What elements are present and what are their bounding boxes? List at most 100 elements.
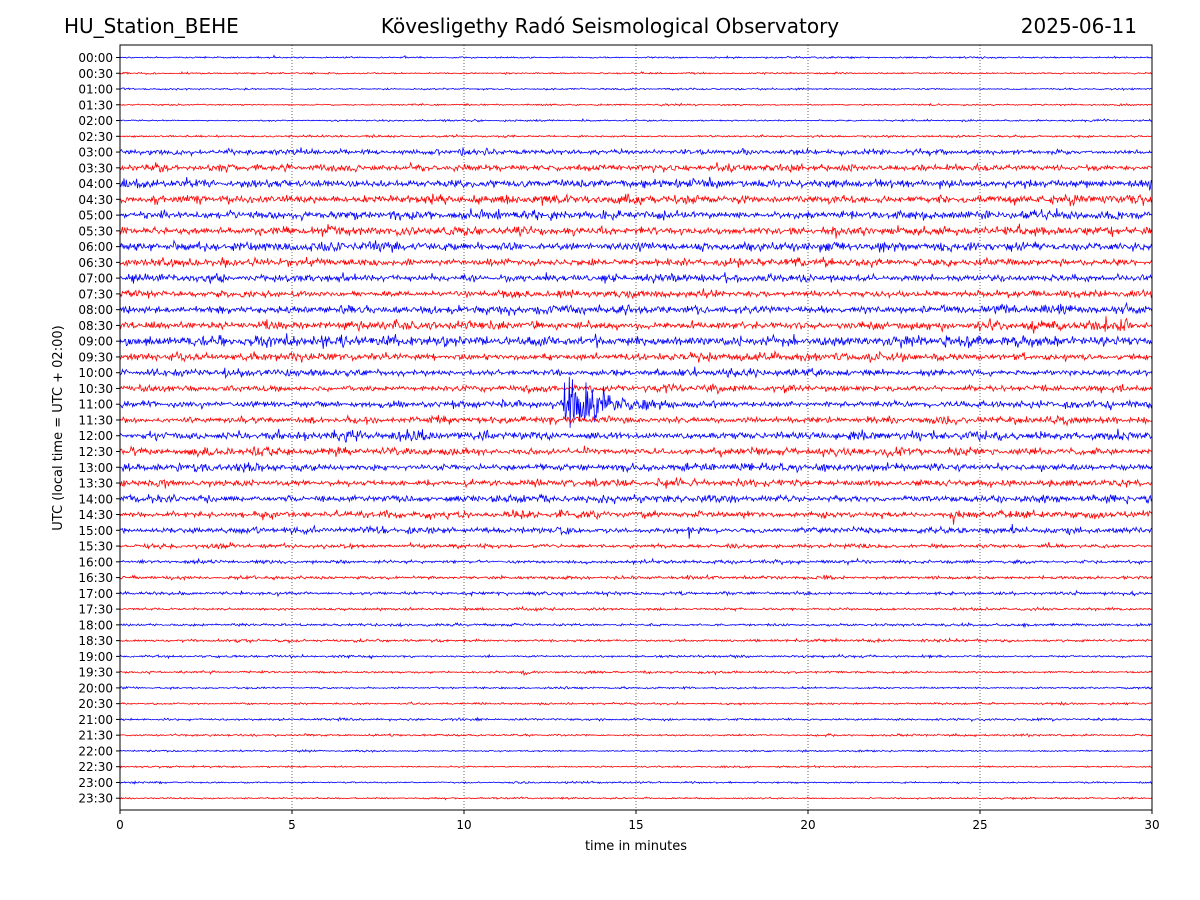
x-tick-label: 0	[116, 818, 124, 832]
y-tick-label: 07:30	[78, 287, 113, 301]
y-tick-label: 14:30	[78, 508, 113, 522]
y-tick-label: 18:00	[78, 618, 113, 632]
y-tick-label: 21:00	[78, 713, 113, 727]
trace-1130	[119, 414, 1153, 427]
y-tick-label: 03:00	[78, 146, 113, 160]
x-tick-label: 15	[628, 818, 643, 832]
trace-2130	[119, 732, 1153, 738]
y-tick-label: 19:30	[78, 666, 113, 680]
y-tick-label: 08:00	[78, 303, 113, 317]
trace-0830	[119, 316, 1153, 334]
trace-2230	[119, 764, 1153, 769]
seismic-traces	[119, 54, 1153, 801]
y-tick-label: 07:00	[78, 272, 113, 286]
y-tick-label: 01:00	[78, 83, 113, 97]
trace-1000	[119, 366, 1153, 380]
y-tick-label: 13:00	[78, 461, 113, 475]
trace-0130	[119, 102, 1153, 107]
trace-2200	[119, 748, 1153, 753]
y-tick-label: 08:30	[78, 319, 113, 333]
y-tick-label: 17:30	[78, 603, 113, 617]
trace-0800	[119, 301, 1153, 317]
y-tick-label: 02:00	[78, 114, 113, 128]
y-tick-label: 15:30	[78, 540, 113, 554]
trace-1100	[120, 376, 1153, 428]
y-tick-label: 16:00	[78, 555, 113, 569]
trace-1630	[119, 573, 1153, 582]
trace-1600	[119, 557, 1153, 567]
y-tick-label: 16:30	[78, 571, 113, 585]
trace-0430	[119, 193, 1153, 207]
observatory-title: Kövesligethy Radó Seismological Observat…	[380, 14, 840, 38]
trace-0900	[119, 333, 1153, 349]
trace-0000	[119, 54, 1153, 60]
y-tick-label: 19:00	[78, 650, 113, 664]
trace-0200	[119, 118, 1153, 123]
x-tick-label: 20	[800, 818, 815, 832]
y-tick-label: 00:30	[78, 67, 113, 81]
y-tick-label: 05:30	[78, 224, 113, 238]
trace-0300	[119, 146, 1153, 158]
x-tick-label: 10	[456, 818, 471, 832]
y-tick-label: 20:00	[78, 681, 113, 695]
y-tick-label: 04:00	[78, 177, 113, 191]
y-tick-label: 11:30	[78, 413, 113, 427]
trace-0500	[119, 208, 1153, 222]
trace-1230	[119, 445, 1153, 459]
y-tick-label: 09:30	[78, 350, 113, 364]
trace-1330	[119, 477, 1153, 489]
y-tick-label: 14:00	[78, 492, 113, 506]
trace-0700	[119, 272, 1153, 285]
trace-1930	[119, 669, 1153, 677]
trace-1200	[119, 428, 1153, 443]
x-tick-label: 25	[972, 818, 987, 832]
y-tick-label: 09:00	[78, 335, 113, 349]
trace-1400	[119, 493, 1153, 505]
trace-2330	[119, 796, 1153, 801]
y-tick-label: 20:30	[78, 697, 113, 711]
y-tick-label: 23:00	[78, 776, 113, 790]
y-tick-label: 01:30	[78, 98, 113, 112]
y-tick-label: 05:00	[78, 209, 113, 223]
y-tick-label: 15:00	[78, 524, 113, 538]
trace-1830	[119, 637, 1153, 645]
trace-1430	[119, 508, 1153, 525]
y-tick-label: 12:00	[78, 429, 113, 443]
y-tick-label: 21:30	[78, 729, 113, 743]
y-axis-label: UTC (local time = UTC + 02:00)	[51, 325, 66, 530]
grid-lines	[291, 45, 981, 810]
y-tick-label: 22:30	[78, 760, 113, 774]
trace-0330	[119, 161, 1153, 174]
y-tick-label: 10:30	[78, 382, 113, 396]
trace-2000	[119, 685, 1153, 691]
trace-2100	[119, 716, 1153, 723]
station-name: HU_Station_BEHE	[64, 14, 239, 38]
trace-1500	[119, 523, 1153, 539]
y-tick-label: 18:30	[78, 634, 113, 648]
trace-0400	[119, 176, 1153, 192]
trace-0100	[119, 87, 1153, 91]
trace-1530	[119, 541, 1153, 550]
trace-0030	[119, 71, 1153, 76]
y-tick-label: 12:30	[78, 445, 113, 459]
y-tick-label: 04:30	[78, 193, 113, 207]
y-tick-label: 06:30	[78, 256, 113, 270]
trace-1300	[119, 462, 1153, 474]
y-tick-label: 03:30	[78, 161, 113, 175]
y-tick-label: 06:00	[78, 240, 113, 254]
y-tick-label: 23:30	[78, 792, 113, 806]
x-axis: 0 5 10 15 20 25 30	[116, 810, 1160, 832]
trace-1900	[119, 653, 1153, 660]
trace-2300	[119, 780, 1153, 785]
trace-0630	[119, 256, 1153, 268]
trace-1030	[119, 382, 1153, 395]
y-tick-label: 13:30	[78, 477, 113, 491]
x-tick-label: 5	[288, 818, 296, 832]
trace-1800	[119, 621, 1153, 629]
trace-0730	[119, 288, 1153, 300]
y-tick-label: 22:00	[78, 744, 113, 758]
trace-0600	[119, 239, 1153, 253]
trace-1730	[119, 605, 1153, 613]
y-tick-label: 17:00	[78, 587, 113, 601]
